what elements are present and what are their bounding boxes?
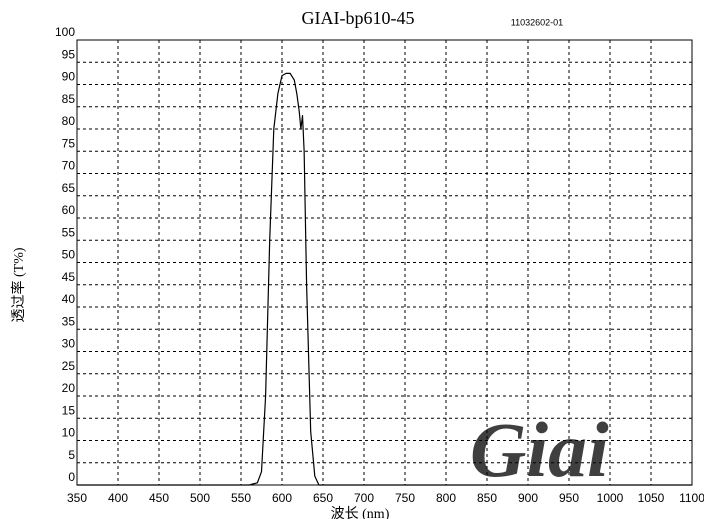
watermark: Giai — [470, 406, 609, 493]
x-tick-label: 800 — [436, 491, 456, 505]
x-tick-label: 400 — [108, 491, 128, 505]
x-tick-label: 1050 — [638, 491, 665, 505]
y-tick-label: 25 — [62, 359, 76, 373]
y-tick-label: 65 — [62, 181, 76, 195]
y-tick-label: 20 — [62, 381, 76, 395]
y-tick-label: 85 — [62, 92, 76, 106]
y-tick-label: 95 — [62, 47, 76, 61]
y-tick-label: 55 — [62, 225, 76, 239]
x-tick-label: 350 — [67, 491, 87, 505]
y-tick-label: 30 — [62, 337, 76, 351]
y-tick-label: 0 — [68, 470, 75, 484]
y-tick-label: 40 — [62, 292, 76, 306]
y-tick-label: 90 — [62, 70, 76, 84]
y-tick-label: 75 — [62, 136, 76, 150]
y-tick-label: 100 — [55, 25, 75, 39]
chart-subtitle: 11032602-01 — [511, 17, 563, 27]
x-tick-label: 950 — [559, 491, 579, 505]
y-tick-label: 15 — [62, 403, 76, 417]
x-tick-label: 650 — [313, 491, 333, 505]
x-tick-label: 500 — [190, 491, 210, 505]
x-tick-label: 600 — [272, 491, 292, 505]
x-tick-label: 1100 — [679, 491, 704, 505]
x-tick-label: 850 — [477, 491, 497, 505]
y-tick-label: 5 — [68, 448, 75, 462]
y-tick-label: 70 — [62, 159, 76, 173]
x-tick-label: 750 — [395, 491, 415, 505]
chart-title: GIAI-bp610-45 — [302, 8, 415, 28]
y-tick-label: 45 — [62, 270, 76, 284]
x-tick-label: 450 — [149, 491, 169, 505]
x-tick-label: 1000 — [597, 491, 624, 505]
y-tick-label: 60 — [62, 203, 76, 217]
y-axis-label: 透过率 (T%) — [10, 247, 27, 322]
x-tick-label: 550 — [231, 491, 251, 505]
y-tick-label: 35 — [62, 314, 76, 328]
y-tick-label: 50 — [62, 248, 76, 262]
x-axis-label: 波长 (nm) — [331, 506, 390, 519]
y-tick-label: 10 — [62, 426, 76, 440]
spectrum-line — [77, 72, 692, 486]
x-tick-label: 700 — [354, 491, 374, 505]
y-tick-label: 80 — [62, 114, 76, 128]
x-tick-label: 900 — [518, 491, 538, 505]
